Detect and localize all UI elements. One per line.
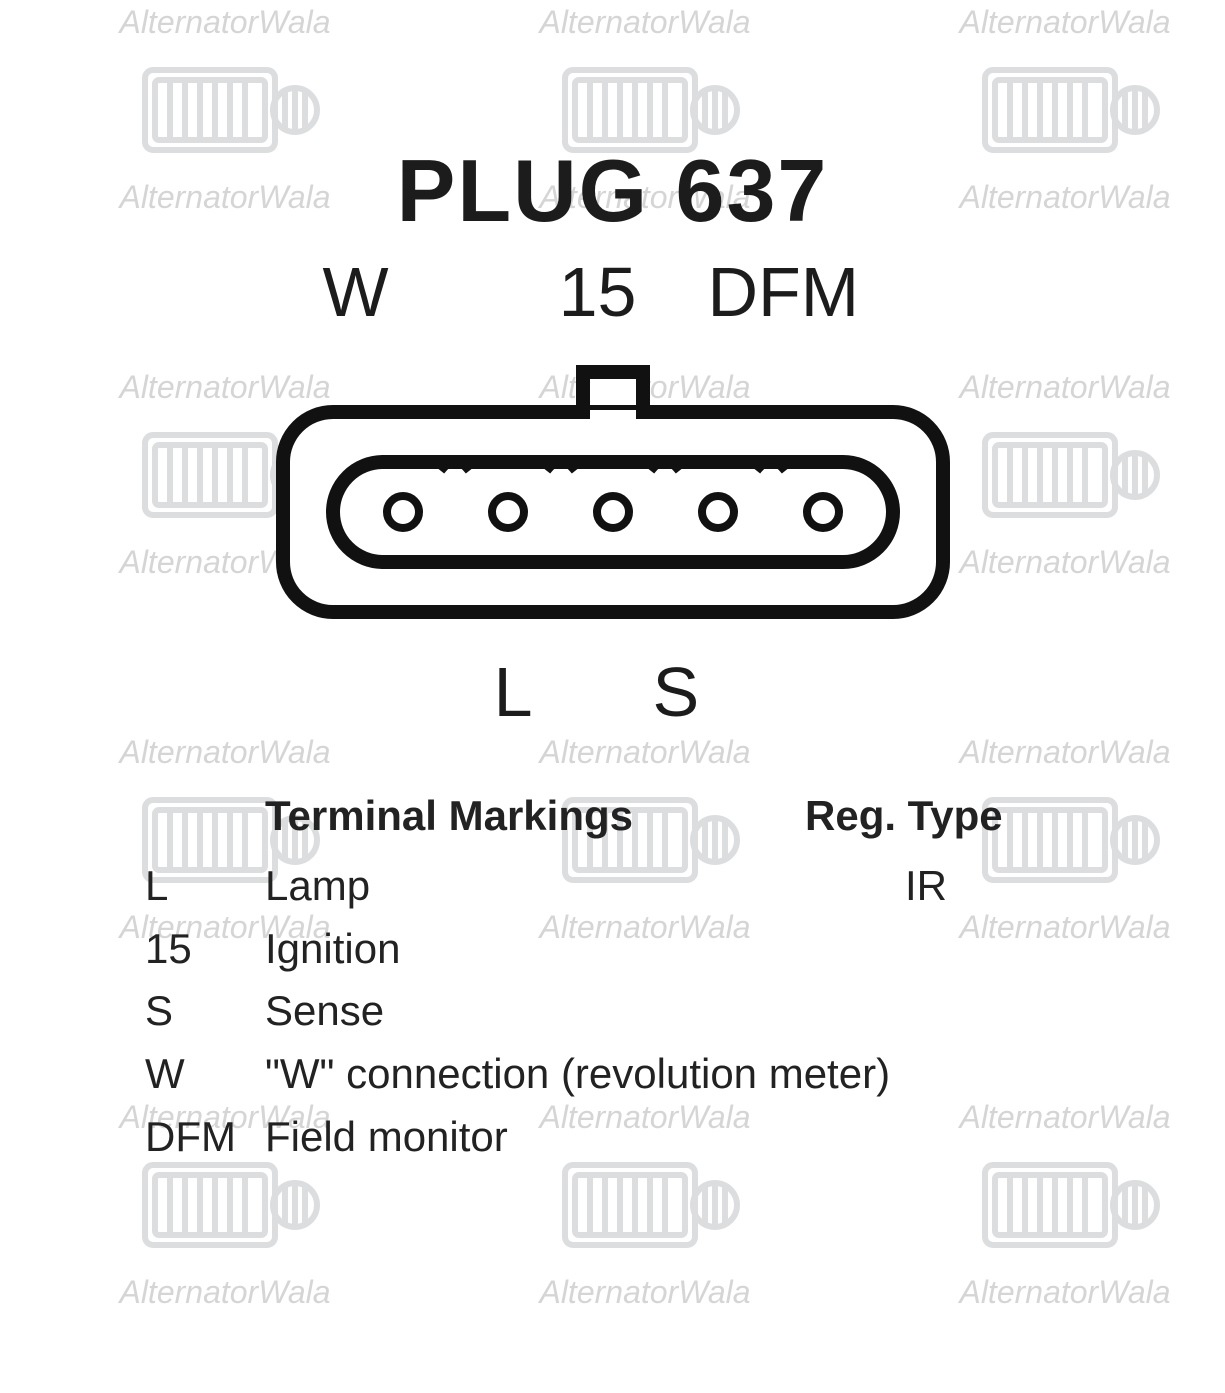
table-row: DFMField monitor [145,1109,1225,1166]
terminal-table: Terminal Markings Reg. Type LLampIR 15Ign… [0,792,1225,1165]
watermark-text: AlternatorWala [959,1274,1170,1311]
connector-bottom-labels: L S [0,652,1225,732]
terminal-desc: Lamp [265,858,905,915]
terminal-code: L [145,858,265,915]
terminal-code: 15 [145,921,265,978]
terminal-code: W [145,1046,265,1103]
terminal-desc: Field monitor [265,1109,905,1166]
terminal-code: S [145,983,265,1040]
diagram-content: PLUG 637 W 15 DFM L S Terminal Markings … [0,0,1225,1165]
table-row: SSense [145,983,1225,1040]
pin-label-w: W [278,252,498,332]
pin-label-l: L [373,652,613,732]
header-terminal-markings: Terminal Markings [265,792,805,840]
watermark-text: AlternatorWala [539,1274,750,1311]
terminal-desc: Sense [265,983,905,1040]
pin-label-dfm: DFM [698,252,948,332]
terminal-desc: Ignition [265,921,905,978]
watermark-text: AlternatorWala [119,1274,330,1311]
pin-label-s: S [613,652,853,732]
reg-type-value: IR [905,858,1105,915]
terminal-desc: "W" connection (revolution meter) [265,1046,905,1103]
connector-icon [233,342,993,642]
connector-top-labels: W 15 DFM [0,252,1225,332]
table-row: W"W" connection (revolution meter) [145,1046,1225,1103]
terminal-code: DFM [145,1109,265,1166]
header-reg-type: Reg. Type [805,792,1155,840]
plug-title: PLUG 637 [0,140,1225,242]
connector-diagram [0,342,1225,642]
table-header-row: Terminal Markings Reg. Type [145,792,1225,840]
table-row: LLampIR [145,858,1225,915]
pin-label-15: 15 [498,252,698,332]
table-row: 15Ignition [145,921,1225,978]
